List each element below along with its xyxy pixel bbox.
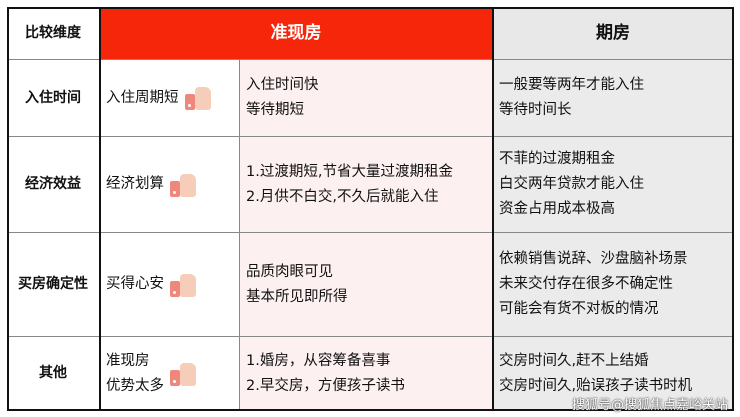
row-summary: 准现房 优势太多 (100, 337, 240, 411)
row-ready-details: 1.过渡期短,节省大量过渡期租金 2.月供不白交,不久后就能入住 (240, 137, 493, 233)
row-summary: 入住周期短 (100, 60, 240, 137)
row-future-details: 交房时间久,赶不上结婚交房时间久,贻误孩子读书时机 (493, 337, 734, 411)
divider (99, 7, 101, 411)
header-future-house: 期房 (493, 7, 734, 60)
row-label: 买房确定性 (7, 233, 100, 337)
cell-line: 可能会有货不对板的情况 (499, 301, 659, 317)
cell-line: 1.婚房，从容筹备喜事 (246, 352, 391, 369)
thumbs-up-icon (168, 172, 198, 198)
row-future-details: 依赖销售说辞、沙盘脑补场景 未来交付存在很多不确定性 可能会有货不对板的情况 (493, 233, 734, 337)
cell-line: 1.过渡期短,节省大量过渡期租金 (246, 163, 453, 180)
cell-line: 等待时间长 (499, 102, 572, 118)
thumbs-up-icon (168, 272, 198, 298)
summary-text: 买得心安 (106, 272, 164, 297)
row-ready-details: 品质肉眼可见 基本所见即所得 (240, 233, 493, 337)
summary-text: 入住周期短 (106, 86, 179, 111)
cell-line: 入住时间快 (246, 77, 319, 93)
row-ready-details: 入住时间快 等待期短 (240, 60, 493, 137)
cell-line: 等待期短 (246, 102, 304, 118)
cell-line: 一般要等两年才能入住 (499, 77, 644, 93)
header-dimension: 比较维度 (7, 7, 100, 60)
row-label: 入住时间 (7, 60, 100, 137)
header-ready-house: 准现房 (100, 7, 493, 60)
cell-line: 优势太多 (106, 377, 164, 394)
thumbs-up-icon (168, 361, 198, 387)
watermark: 搜狐号@搜狐焦点嘉峪关站 (571, 398, 728, 413)
cell-line: 交房时间久,赶不上结婚 (499, 352, 649, 369)
cell-line: 不菲的过渡期租金 (499, 151, 615, 167)
row-future-details: 一般要等两年才能入住 等待时间长 (493, 60, 734, 137)
summary-text: 准现房 优势太多 (106, 349, 164, 399)
cell-line: 白交两年贷款才能入住 (499, 176, 644, 192)
cell-line: 交房时间久,贻误孩子读书时机 (499, 377, 693, 394)
cell-line: 资金占用成本极高 (499, 201, 615, 217)
cell-line: 经济划算 (106, 176, 164, 192)
row-future-details: 不菲的过渡期租金白交两年贷款才能入住 资金占用成本极高 (493, 137, 734, 233)
thumbs-up-icon (183, 85, 213, 111)
cell-line: 准现房 (106, 352, 150, 369)
cell-line: 依赖销售说辞、沙盘脑补场景 (499, 251, 688, 267)
cell-line: 未来交付存在很多不确定性 (499, 276, 673, 292)
cell-line: 基本所见即所得 (246, 288, 348, 305)
cell-line: 2.早交房，方便孩子读书 (246, 377, 405, 394)
row-summary: 经济划算 (100, 137, 240, 233)
summary-text: 经济划算 (106, 172, 164, 197)
row-summary: 买得心安 (100, 233, 240, 337)
row-label: 经济效益 (7, 137, 100, 233)
cell-line: 入住周期短 (106, 89, 179, 106)
row-ready-details: 1.婚房，从容筹备喜事 2.早交房，方便孩子读书 (240, 337, 493, 411)
cell-line: 2.月供不白交,不久后就能入住 (246, 188, 439, 205)
cell-line: 品质肉眼可见 (246, 263, 333, 280)
row-label: 其他 (7, 337, 100, 411)
cell-line: 买得心安 (106, 276, 164, 292)
divider (492, 7, 494, 411)
